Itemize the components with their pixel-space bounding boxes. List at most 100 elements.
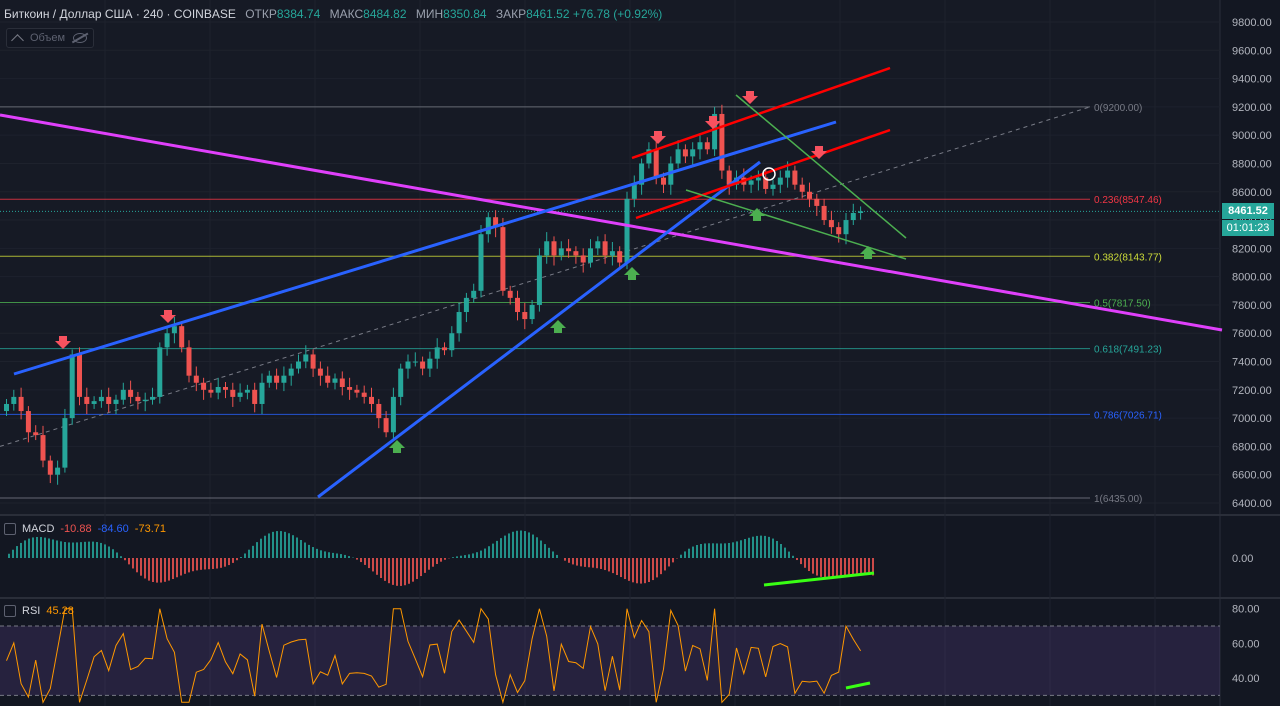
macd-histogram-bar: [304, 542, 306, 558]
macd-histogram-bar: [768, 536, 770, 558]
countdown-badge: 01:01:23: [1222, 220, 1274, 236]
rsi-legend: RSI 45.28: [4, 605, 74, 617]
macd-histogram-bar: [688, 548, 690, 558]
rsi-band: [0, 626, 1220, 696]
macd-histogram-bar: [8, 553, 10, 558]
candle-body: [303, 354, 309, 362]
volume-toggle[interactable]: Объем: [6, 28, 95, 48]
macd-histogram-bar: [544, 544, 546, 558]
candle-body: [828, 220, 834, 228]
macd-histogram-bar: [720, 543, 722, 558]
macd-histogram-bar: [300, 539, 302, 558]
macd-histogram-bar: [808, 558, 810, 572]
macd-legend: MACD -10.88 -84.60 -73.71: [4, 523, 166, 535]
macd-histogram-bar: [772, 538, 774, 558]
candle-body: [558, 248, 564, 256]
macd-histogram-bar: [236, 558, 238, 561]
candle-body: [77, 354, 82, 397]
close-label: ЗАКР: [495, 7, 527, 21]
candle-body: [40, 435, 46, 461]
macd-histogram-bar: [264, 535, 266, 558]
macd-histogram-bar: [120, 556, 122, 558]
macd-histogram-bar: [168, 558, 170, 581]
close-value: 8461.52: [526, 7, 570, 21]
macd-histogram-bar: [28, 538, 30, 558]
macd-histogram-bar: [836, 558, 838, 577]
macd-histogram-bar: [184, 558, 186, 574]
rsi-value: 45.28: [46, 605, 74, 617]
macd-histogram-bar: [224, 558, 226, 567]
macd-histogram-bar: [828, 558, 830, 578]
macd-histogram-bar: [740, 540, 742, 558]
macd-histogram-bar: [756, 535, 758, 558]
macd-histogram-bar: [452, 557, 454, 558]
fib-level-label: 0.5(7817.50): [1094, 298, 1151, 309]
sell-arrow-icon: [160, 310, 176, 323]
candle-body: [201, 382, 207, 390]
price-tick-label: 6800.00: [1232, 441, 1272, 453]
macd-histogram-bar: [400, 558, 402, 586]
macd-histogram-bar: [712, 543, 714, 558]
candle-body: [208, 389, 214, 393]
macd-histogram-bar: [592, 558, 594, 568]
macd-histogram-bar: [432, 558, 434, 567]
macd-histogram-bar: [332, 552, 334, 558]
macd-histogram-bar: [780, 544, 782, 558]
macd-histogram-bar: [48, 538, 50, 558]
macd-histogram-bar: [820, 558, 822, 577]
candle-body: [325, 375, 331, 383]
macd-histogram-bar: [56, 540, 58, 558]
macd-histogram-bar: [784, 547, 786, 558]
macd-histogram-bar: [472, 553, 474, 558]
candle-body: [639, 163, 645, 185]
macd-histogram-bar: [624, 558, 626, 580]
macd-histogram-bar: [664, 558, 666, 571]
price-tick-label: 7600.00: [1232, 328, 1272, 340]
candle-body: [113, 399, 119, 404]
candle-body: [646, 149, 652, 164]
macd-histogram-bar: [280, 531, 282, 558]
open-label: ОТКР: [245, 7, 277, 21]
macd-collapse-icon[interactable]: [4, 523, 16, 535]
eye-hidden-icon[interactable]: [73, 33, 88, 43]
candle-body: [223, 386, 228, 390]
candle-body: [726, 170, 732, 185]
channel-lower-blue: [317, 160, 761, 499]
macd-histogram-bar: [500, 538, 502, 558]
macd-histogram-bar: [284, 531, 286, 558]
candle-body: [566, 248, 572, 252]
candle-body: [405, 361, 411, 369]
rsi-divergence-line: [845, 681, 871, 690]
macd-histogram-bar: [116, 552, 118, 558]
channel-upper-blue: [13, 120, 837, 376]
candle-body: [478, 234, 484, 291]
macd-histogram-bar: [68, 542, 70, 558]
candle-body: [347, 386, 353, 390]
candle-body: [11, 396, 17, 404]
macd-histogram-bar: [240, 557, 242, 558]
macd-histogram-bar: [232, 558, 234, 563]
macd-histogram-bar: [40, 537, 42, 558]
candle-body: [369, 396, 374, 404]
macd-histogram-bar: [516, 530, 518, 558]
candle-body: [522, 312, 528, 320]
chevron-icon[interactable]: [11, 33, 24, 47]
price-tick-label: 7800.00: [1232, 300, 1272, 312]
macd-pane: [8, 530, 875, 587]
macd-axis-label: 0.00: [1232, 553, 1253, 565]
macd-histogram-bar: [852, 558, 854, 575]
price-tick-label: 9400.00: [1232, 74, 1272, 86]
macd-histogram-bar: [736, 541, 738, 558]
macd-histogram-bar: [764, 535, 766, 558]
price-tick-label: 6400.00: [1232, 498, 1272, 510]
macd-histogram-bar: [160, 558, 162, 583]
macd-histogram-bar: [388, 558, 390, 584]
macd-histogram-bar: [504, 535, 506, 558]
candle-body: [412, 361, 418, 363]
macd-histogram-bar: [508, 533, 510, 558]
candle-body: [551, 241, 557, 256]
rsi-collapse-icon[interactable]: [4, 605, 16, 617]
candle-body: [719, 113, 725, 171]
candle-body: [317, 368, 323, 376]
